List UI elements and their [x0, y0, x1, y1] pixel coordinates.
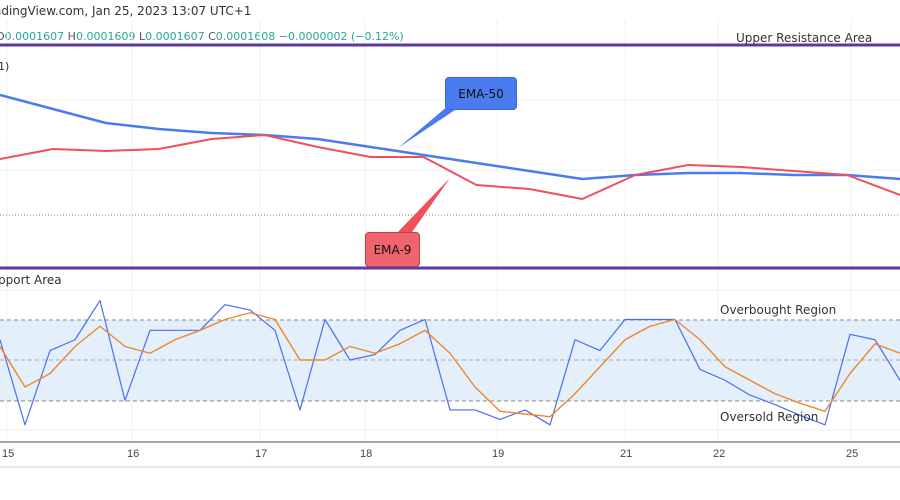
x-tick-label: 18 — [360, 448, 373, 460]
grid — [0, 20, 900, 442]
ema9-callout-pointer — [395, 178, 450, 235]
oversold-label: Oversold Region — [720, 410, 819, 424]
stoch-d-line — [0, 312, 900, 418]
overbought-label: Overbought Region — [720, 303, 837, 317]
x-tick-label: 17 — [255, 448, 268, 460]
x-tick-label: 19 — [492, 448, 505, 460]
open-value: 0.0001607 — [4, 30, 65, 43]
low-value: 0.0001607 — [145, 30, 205, 43]
x-tick-label: 21 — [620, 448, 633, 460]
stoch-k-line — [0, 300, 900, 426]
ema9-callout: EMA-9 — [365, 232, 420, 267]
ema50-callout: EMA-50 — [445, 77, 517, 110]
ema50-line — [0, 93, 900, 181]
lower-support-label: pport Area — [0, 273, 62, 287]
high-value: 0.0001609 — [75, 30, 136, 43]
x-tick-label: 22 — [713, 448, 726, 460]
upper-resistance-label: Upper Resistance Area — [736, 31, 873, 45]
ohlc-readout: O0.0001607 H0.0001609 L0.0001607 C0.0001… — [0, 30, 404, 43]
x-tick-label: 15 — [2, 448, 15, 460]
indicator-label: 1) — [0, 60, 10, 73]
chart-source-title: adingView.com, Jan 25, 2023 13:07 UTC+1 — [0, 4, 252, 18]
ema9-line — [0, 134, 900, 200]
ema50-callout-pointer — [398, 100, 470, 148]
x-tick-label: 25 — [846, 448, 859, 460]
x-tick-label: 16 — [127, 448, 140, 460]
change-value: −0.0000002 (−0.12%) — [278, 30, 404, 43]
